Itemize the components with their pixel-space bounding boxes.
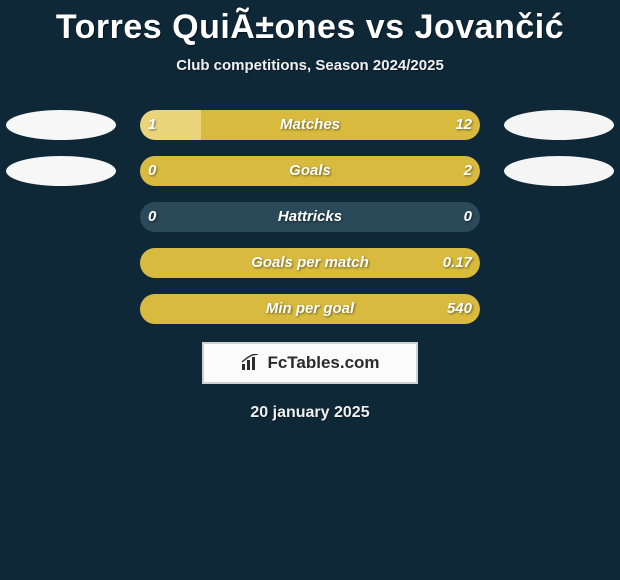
chart-area: 112Matches 02Goals 00Hattricks 0.17Goals pe…: [0, 110, 620, 324]
page-subtitle: Club competitions, Season 2024/2025: [0, 57, 620, 74]
stat-label: Matches: [140, 110, 480, 140]
stat-row: 540Min per goal: [0, 294, 620, 324]
stat-row: 00Hattricks: [0, 202, 620, 232]
comparison-chart: Torres QuiÃ±ones vs Jovančić Club compet…: [0, 0, 620, 422]
stat-label: Hattricks: [140, 202, 480, 232]
player-marker-left: [6, 110, 116, 140]
page-title: Torres QuiÃ±ones vs Jovančić: [0, 8, 620, 47]
footer-date: 20 january 2025: [0, 404, 620, 422]
player-marker-right: [504, 156, 614, 186]
logo-chart-icon: [240, 354, 262, 372]
stat-row: 112Matches: [0, 110, 620, 140]
player-marker-left: [6, 156, 116, 186]
stat-label: Min per goal: [140, 294, 480, 324]
player-marker-right: [504, 110, 614, 140]
stat-row: 02Goals: [0, 156, 620, 186]
stat-label: Goals: [140, 156, 480, 186]
logo-text: FcTables.com: [267, 353, 379, 373]
stat-label: Goals per match: [140, 248, 480, 278]
stat-row: 0.17Goals per match: [0, 248, 620, 278]
logo-box: FcTables.com: [202, 342, 418, 384]
